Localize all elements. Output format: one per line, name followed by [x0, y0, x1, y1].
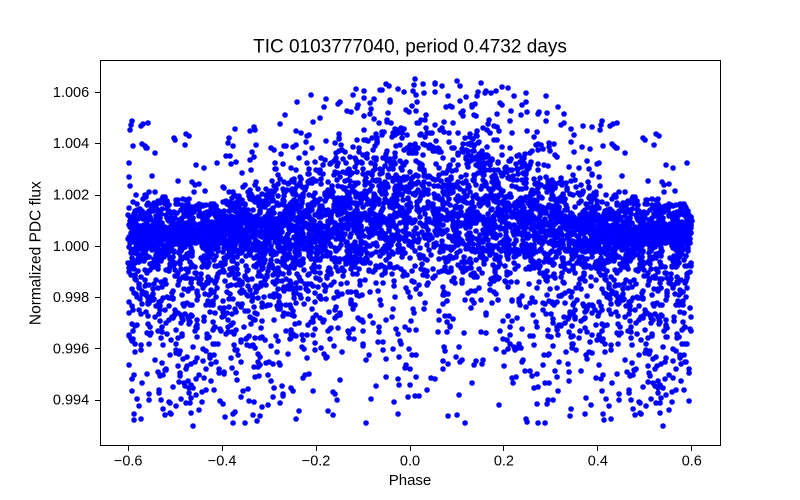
svg-text:0.996: 0.996 — [53, 341, 89, 357]
svg-text:−0.4: −0.4 — [208, 454, 237, 470]
svg-text:1.004: 1.004 — [53, 136, 89, 152]
svg-text:Phase: Phase — [389, 472, 432, 489]
svg-text:0.4: 0.4 — [588, 454, 608, 470]
svg-text:0.2: 0.2 — [494, 454, 514, 470]
svg-text:Normalized PDC flux: Normalized PDC flux — [28, 181, 45, 325]
svg-text:0.6: 0.6 — [682, 454, 702, 470]
svg-text:0.998: 0.998 — [53, 290, 89, 306]
svg-text:1.002: 1.002 — [53, 188, 89, 204]
svg-text:TIC 0103777040, period 0.4732: TIC 0103777040, period 0.4732 days — [253, 37, 567, 58]
svg-text:−0.6: −0.6 — [114, 454, 143, 470]
svg-text:1.006: 1.006 — [53, 85, 89, 101]
svg-text:1.000: 1.000 — [53, 239, 89, 255]
svg-text:−0.2: −0.2 — [302, 454, 331, 470]
svg-text:0.994: 0.994 — [53, 393, 89, 409]
svg-text:0.0: 0.0 — [400, 454, 420, 470]
